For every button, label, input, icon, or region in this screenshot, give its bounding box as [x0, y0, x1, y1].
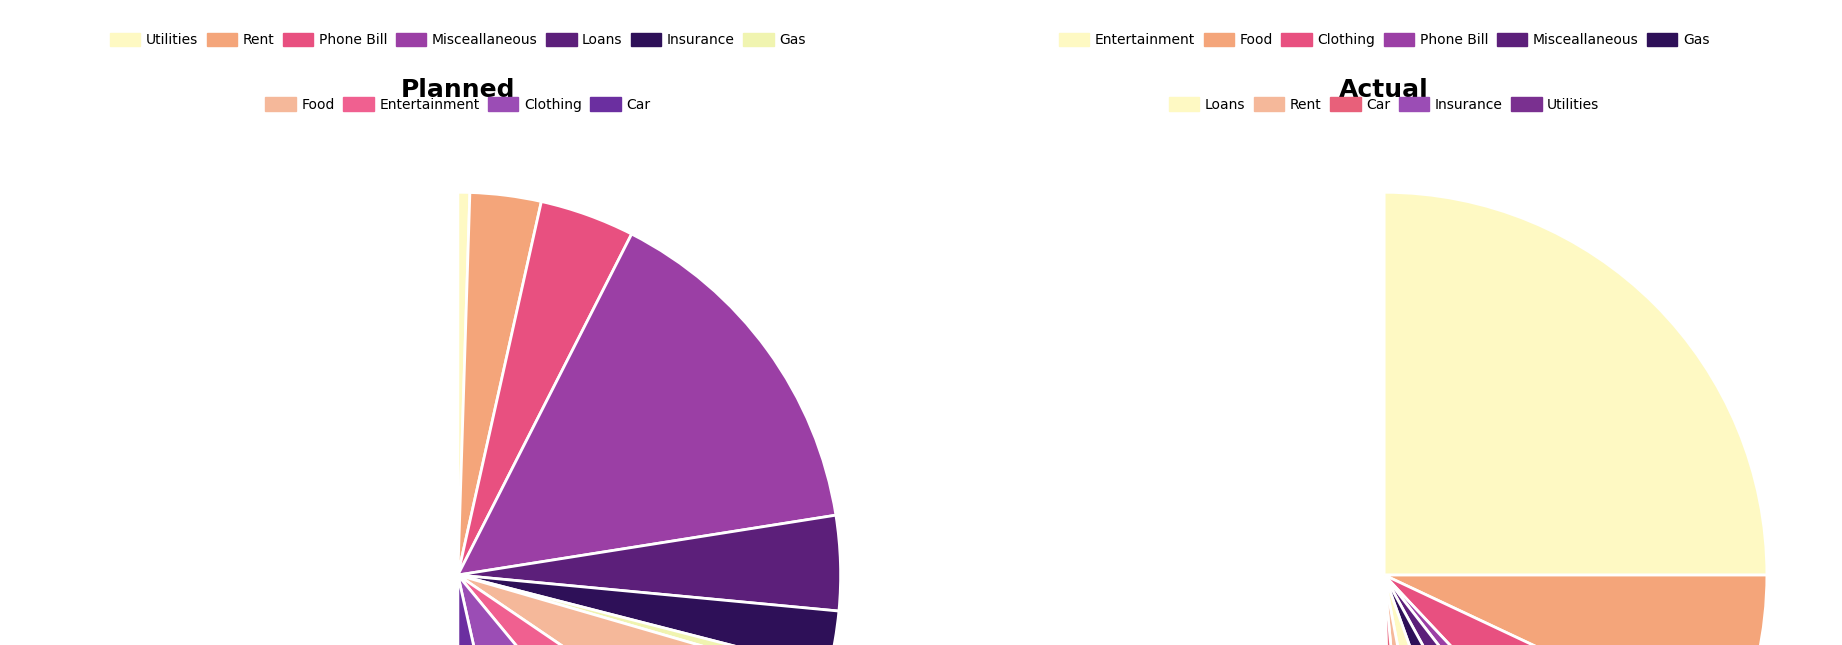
- Wedge shape: [459, 515, 840, 611]
- Wedge shape: [1002, 192, 1383, 645]
- Wedge shape: [459, 575, 774, 645]
- Wedge shape: [1383, 575, 1514, 645]
- Wedge shape: [459, 575, 542, 645]
- Wedge shape: [1383, 575, 1619, 645]
- Wedge shape: [1383, 192, 1766, 575]
- Wedge shape: [1383, 575, 1730, 645]
- Wedge shape: [459, 192, 542, 575]
- Title: Actual: Actual: [1339, 78, 1429, 102]
- Wedge shape: [1383, 575, 1647, 645]
- Title: Planned: Planned: [400, 78, 516, 102]
- Wedge shape: [1383, 575, 1420, 645]
- Wedge shape: [1383, 575, 1569, 645]
- Wedge shape: [459, 575, 829, 645]
- Wedge shape: [1383, 575, 1391, 645]
- Legend: Loans, Rent, Car, Insurance, Utilities: Loans, Rent, Car, Insurance, Utilities: [1164, 92, 1604, 117]
- Wedge shape: [1383, 575, 1766, 645]
- Legend: Food, Entertainment, Clothing, Car: Food, Entertainment, Clothing, Car: [260, 92, 656, 117]
- Wedge shape: [459, 575, 825, 645]
- Wedge shape: [1383, 575, 1396, 645]
- Wedge shape: [76, 192, 459, 645]
- Wedge shape: [459, 201, 632, 575]
- Wedge shape: [459, 192, 470, 575]
- Wedge shape: [459, 575, 838, 645]
- Wedge shape: [1383, 575, 1455, 645]
- Wedge shape: [459, 234, 836, 575]
- Wedge shape: [459, 575, 702, 645]
